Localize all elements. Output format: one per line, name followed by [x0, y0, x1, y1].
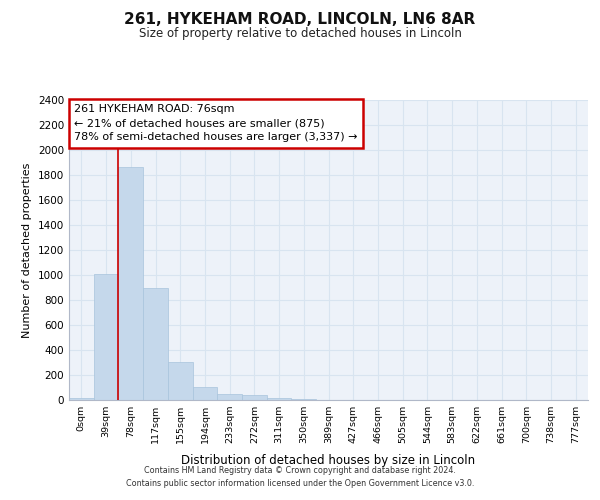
Text: 261 HYKEHAM ROAD: 76sqm
← 21% of detached houses are smaller (875)
78% of semi-d: 261 HYKEHAM ROAD: 76sqm ← 21% of detache… [74, 104, 358, 142]
Bar [292, 399, 316, 400]
Bar [242, 395, 267, 400]
Bar [193, 387, 217, 400]
Bar [217, 394, 242, 400]
Text: Size of property relative to detached houses in Lincoln: Size of property relative to detached ho… [139, 28, 461, 40]
Bar [267, 398, 292, 400]
Y-axis label: Number of detached properties: Number of detached properties [22, 162, 32, 338]
Text: 261, HYKEHAM ROAD, LINCOLN, LN6 8AR: 261, HYKEHAM ROAD, LINCOLN, LN6 8AR [124, 12, 476, 28]
Bar [143, 288, 168, 400]
Bar [168, 362, 193, 400]
Bar [118, 167, 143, 400]
Bar [94, 274, 118, 400]
X-axis label: Distribution of detached houses by size in Lincoln: Distribution of detached houses by size … [181, 454, 476, 468]
Text: Contains HM Land Registry data © Crown copyright and database right 2024.
Contai: Contains HM Land Registry data © Crown c… [126, 466, 474, 487]
Bar [69, 398, 94, 400]
